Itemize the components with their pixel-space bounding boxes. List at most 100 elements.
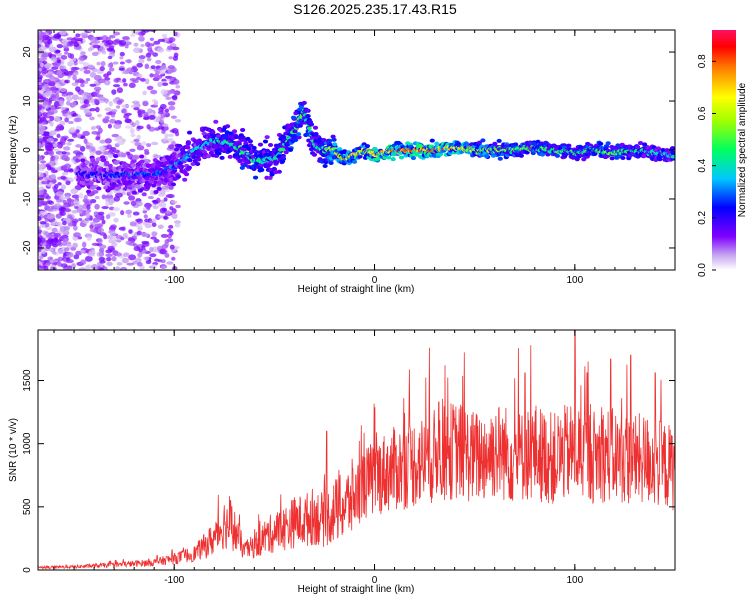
spectrogram-noise-cell <box>43 151 49 156</box>
spectrogram-noise-cell <box>132 243 138 247</box>
spectrogram-noise-cell <box>53 62 61 68</box>
spectrogram-noise-cell <box>38 237 42 244</box>
spectrogram-y-tick-label: 10 <box>22 95 33 107</box>
spectrogram-band-cell <box>122 179 128 184</box>
spectrogram-noise-cell <box>44 63 51 69</box>
spectrogram-band-cell <box>434 141 440 146</box>
spectrogram-band-cell <box>145 163 151 168</box>
spectrogram-noise-cell <box>81 55 88 59</box>
spectrogram-noise-cell <box>172 55 179 61</box>
spectrogram-noise-cell <box>159 248 167 255</box>
spectrogram-noise-cell <box>42 34 50 41</box>
spectrogram-noise-cell <box>68 111 73 115</box>
spectrogram-noise-cell <box>160 112 166 119</box>
spectrogram-noise-cell <box>153 154 162 158</box>
spectrogram-noise-cell <box>49 120 54 127</box>
spectrogram-band-cell <box>131 190 137 195</box>
spectrogram-band-cell <box>417 143 423 148</box>
spectrogram-noise-cell <box>87 95 92 101</box>
spectrogram-noise-cell <box>152 77 160 82</box>
spectrogram-noise-cell <box>111 109 118 113</box>
spectrogram-noise-cell <box>141 240 150 245</box>
spectrogram-noise-cell <box>61 171 69 176</box>
spectrogram-band-cell <box>139 154 145 159</box>
snr-y-tick-label: 0 <box>22 567 33 573</box>
spectrogram-noise-cell <box>89 83 97 87</box>
spectrogram-band-cell <box>168 185 174 190</box>
spectrogram-noise-cell <box>150 65 156 70</box>
spectrogram-noise-cell <box>132 79 139 83</box>
spectrogram-band-cell <box>276 169 282 174</box>
spectrogram-band-cell <box>330 134 336 139</box>
spectrogram-noise-cell <box>106 261 113 267</box>
spectrogram-noise-cell <box>38 123 44 127</box>
spectrogram-band-cell <box>312 125 319 130</box>
spectrogram-noise-cell <box>152 52 158 58</box>
page-title: S126.2025.235.17.43.R15 <box>293 1 457 17</box>
spectrogram-noise-cell <box>121 267 126 270</box>
spectrogram-noise-cell <box>125 68 130 74</box>
spectrogram-noise-cell <box>86 30 95 33</box>
spectrogram-noise-cell <box>58 242 63 247</box>
colorbar-label: Normalized spectral amplitude <box>737 82 748 217</box>
spectrogram-band-cell <box>195 161 201 166</box>
spectrogram-noise-cell <box>171 128 179 134</box>
spectrogram-noise-cell <box>85 209 90 215</box>
spectrogram-noise-cell <box>149 73 154 78</box>
spectrogram-noise-cell <box>97 78 106 84</box>
spectrogram-band-cell <box>102 168 108 173</box>
spectrogram-noise-cell <box>52 243 59 248</box>
spectrogram-noise-cell <box>39 210 46 214</box>
spectrogram-noise-cell <box>85 145 91 150</box>
spectrogram-noise-cell <box>128 82 136 89</box>
spectrogram-noise-cell <box>153 238 160 243</box>
spectrogram-noise-cell <box>51 85 57 91</box>
spectrogram-noise-cell <box>146 124 151 130</box>
spectrogram-noise-cell <box>111 255 117 262</box>
spectrogram-band-cell <box>88 181 94 186</box>
colorbar-tick-label: 0.4 <box>697 158 708 172</box>
spectrogram-noise-cell <box>116 261 123 266</box>
spectrogram-noise-cell <box>157 259 162 263</box>
spectrogram-noise-cell <box>71 101 77 107</box>
spectrogram-noise-cell <box>98 127 103 134</box>
spectrogram-noise-cell <box>59 30 67 36</box>
spectrogram-band-cell <box>296 135 302 140</box>
spectrogram-band-cell <box>251 145 257 150</box>
spectrogram-noise-cell <box>143 256 150 261</box>
spectrogram-band-cell <box>267 142 274 147</box>
spectrogram-noise-cell <box>53 33 61 39</box>
spectrogram-noise-cell <box>57 124 63 128</box>
spectrogram-noise-cell <box>142 90 147 96</box>
spectrogram-noise-cell <box>56 43 64 49</box>
spectrogram-band-cell <box>247 139 253 144</box>
spectrogram-noise-cell <box>70 188 79 194</box>
spectrogram-noise-cell <box>107 62 114 68</box>
spectrogram-noise-cell <box>66 243 72 249</box>
spectrogram-noise-cell <box>125 240 132 245</box>
spectrogram-noise-cell <box>121 257 129 264</box>
spectrogram-noise-cell <box>91 125 97 130</box>
spectrogram-noise-cell <box>58 207 67 211</box>
spectrogram-noise-cell <box>90 146 96 152</box>
spectrogram-noise-cell <box>136 262 143 267</box>
spectrogram-noise-cell <box>164 133 169 139</box>
spectrogram-noise-cell <box>119 61 125 65</box>
spectrogram-noise-cell <box>57 182 62 186</box>
spectrogram-noise-cell <box>150 141 159 146</box>
spectrogram-noise-cell <box>104 98 109 104</box>
spectrogram-noise-cell <box>42 131 51 137</box>
spectrogram-noise-cell <box>95 89 100 95</box>
spectrogram-band-cell <box>357 154 363 159</box>
spectrogram-noise-cell <box>76 37 83 42</box>
spectrogram-noise-cell <box>138 58 145 64</box>
spectrogram-noise-cell <box>157 215 165 219</box>
spectrogram-noise-cell <box>105 253 113 257</box>
spectrogram-noise-cell <box>57 256 63 262</box>
spectrogram-noise-cell <box>142 100 149 107</box>
spectrogram-noise-cell <box>60 135 65 142</box>
spectrogram-noise-cell <box>100 61 106 67</box>
spectrogram-noise-cell <box>167 65 175 69</box>
spectrogram-noise-cell <box>56 133 61 139</box>
spectrogram-noise-cell <box>60 59 65 65</box>
